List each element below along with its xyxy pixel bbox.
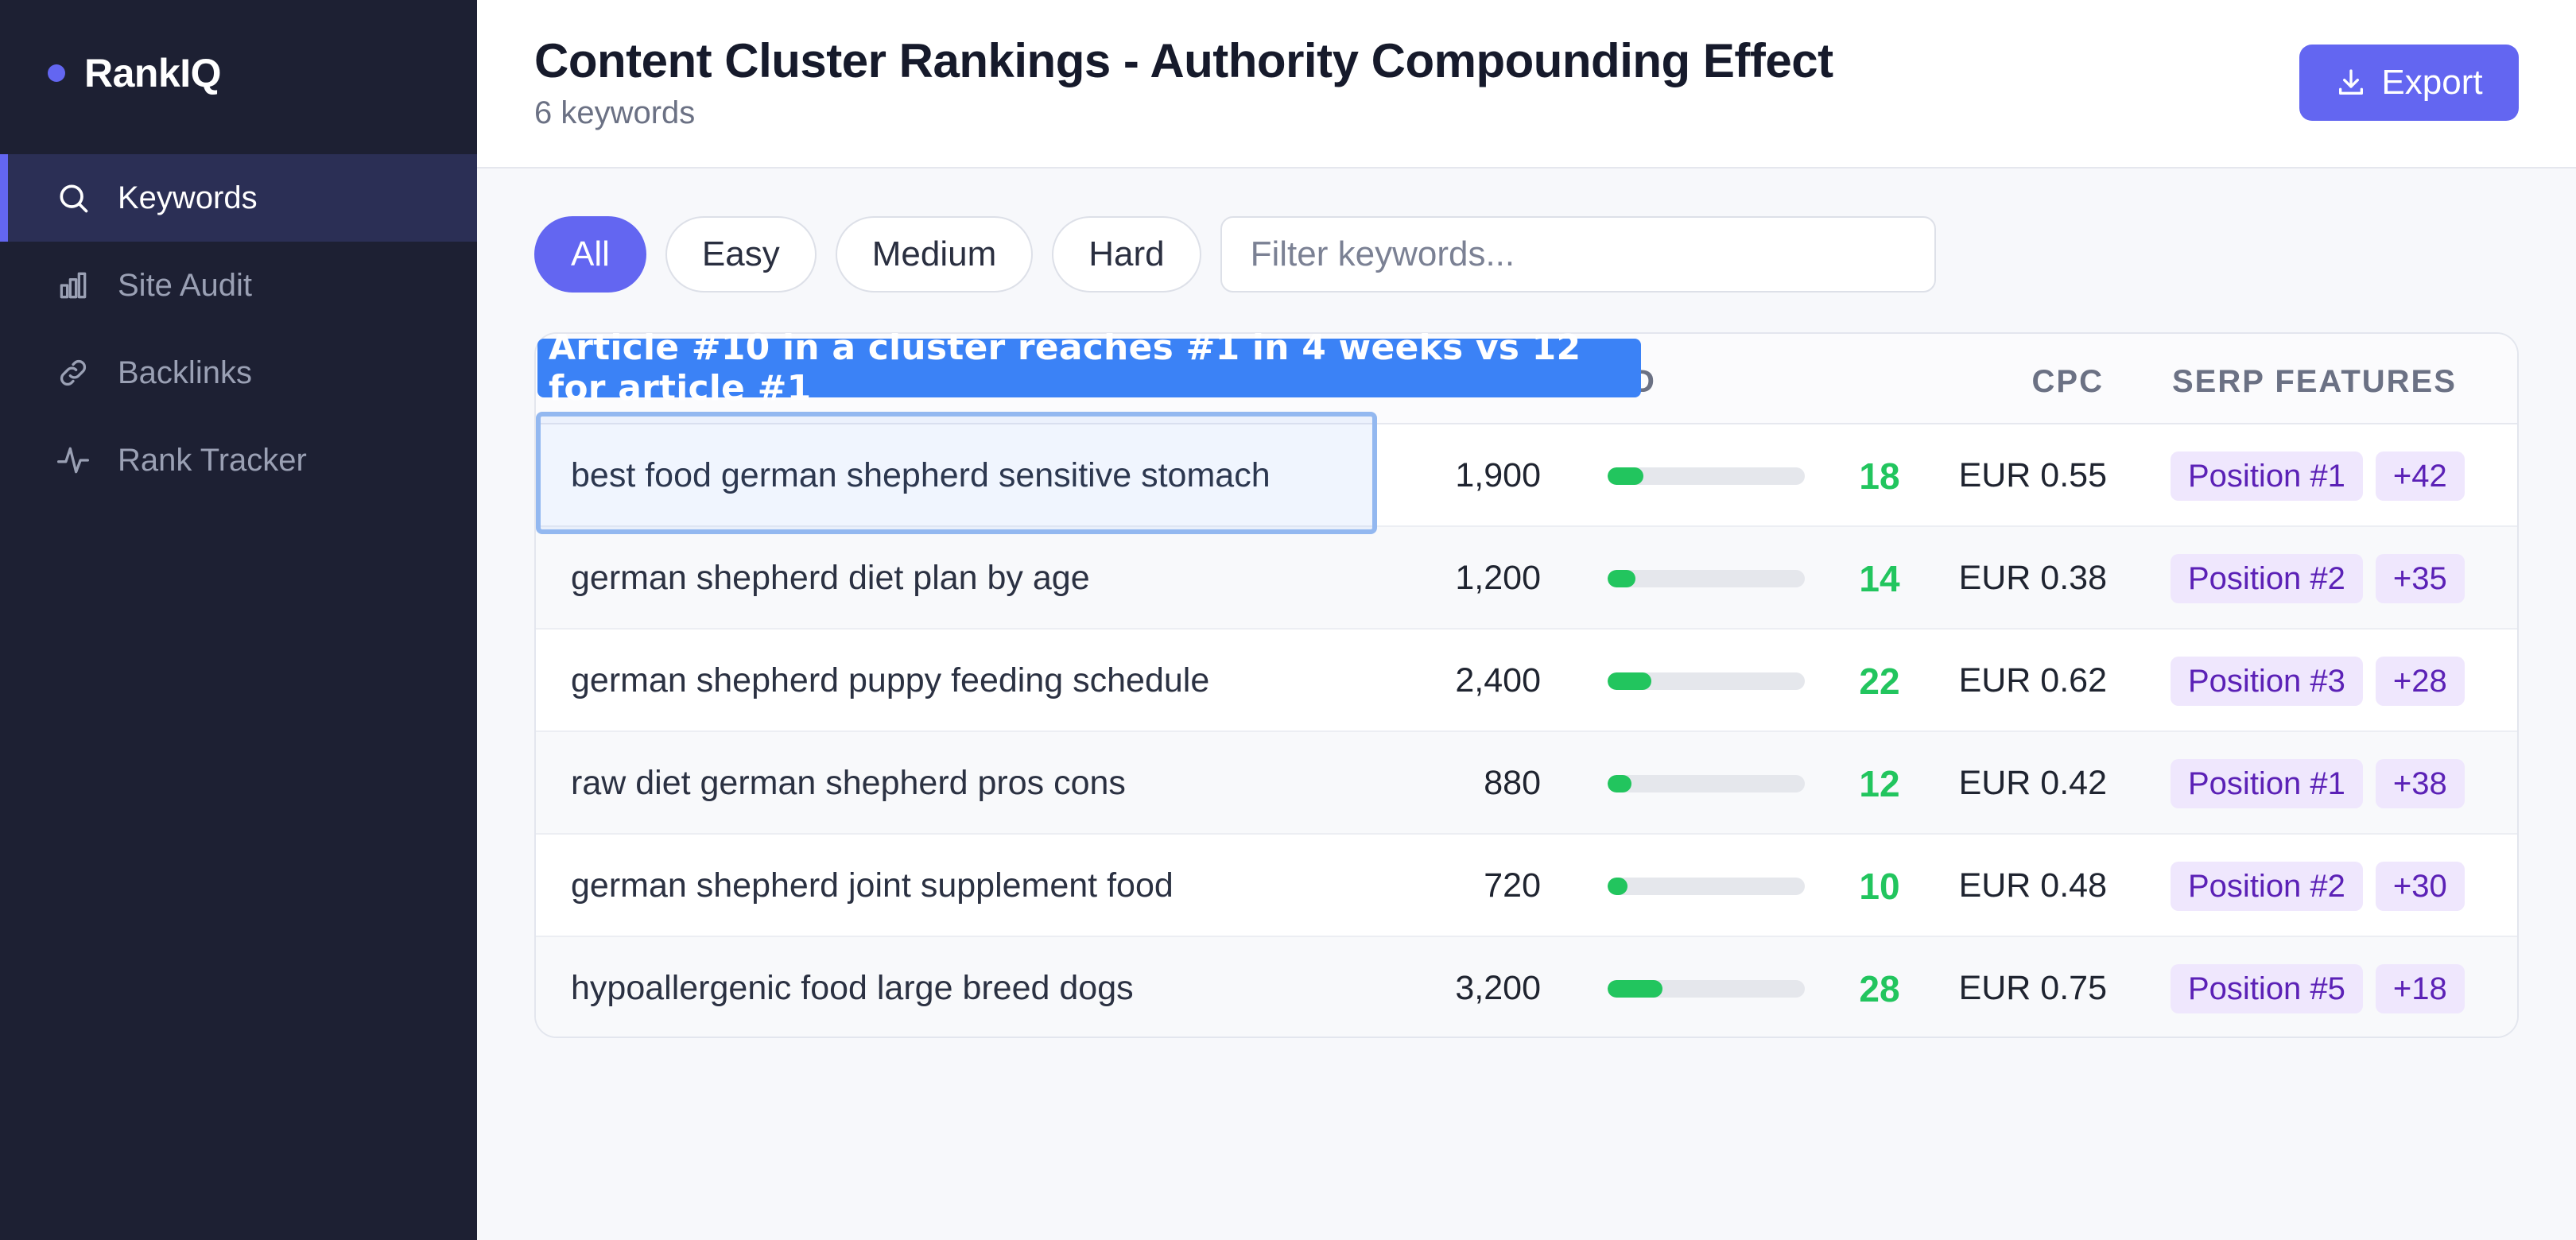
kd-bar: [1608, 467, 1805, 485]
position-badge: Position #2: [2171, 862, 2363, 911]
volume-cell: 1,900: [1455, 456, 1541, 494]
kd-bar: [1608, 775, 1805, 792]
sidebar-nav: Keywords Site Audit Backlinks Rank Track…: [0, 154, 477, 504]
sidebar: RankIQ Keywords Site Audit Backlinks Ran…: [0, 0, 477, 1240]
filter-keywords-input[interactable]: [1220, 216, 1936, 293]
table-row[interactable]: german shepherd diet plan by age 1,200 1…: [536, 527, 2517, 630]
keyword-cell[interactable]: german shepherd diet plan by age: [571, 559, 1090, 597]
filter-bar: All Easy Medium Hard: [534, 216, 1936, 293]
change-badge: +28: [2375, 657, 2465, 706]
serp-features: Position #2 +35: [2171, 554, 2465, 603]
cpc-cell: EUR 0.62: [1958, 661, 2107, 699]
kd-value: 18: [1859, 455, 1900, 497]
download-icon: [2335, 67, 2367, 99]
cpc-cell: EUR 0.75: [1958, 969, 2107, 1007]
export-label: Export: [2381, 63, 2483, 102]
kd-bar: [1608, 570, 1805, 587]
position-badge: Position #5: [2171, 964, 2363, 1013]
serp-features: Position #3 +28: [2171, 657, 2465, 706]
sidebar-item-site-audit[interactable]: Site Audit: [0, 242, 477, 329]
filter-chip-medium[interactable]: Medium: [835, 216, 1034, 293]
brand[interactable]: RankIQ: [48, 49, 222, 97]
position-badge: Position #1: [2171, 451, 2363, 501]
filter-chip-easy[interactable]: Easy: [665, 216, 817, 293]
column-header-cpc[interactable]: CPC: [2031, 364, 2104, 399]
sidebar-item-keywords[interactable]: Keywords: [0, 154, 477, 242]
keyword-cell[interactable]: german shepherd joint supplement food: [571, 866, 1174, 905]
serp-features: Position #1 +42: [2171, 451, 2465, 501]
sidebar-item-backlinks[interactable]: Backlinks: [0, 329, 477, 417]
kd-value: 10: [1859, 865, 1900, 907]
sidebar-item-rank-tracker[interactable]: Rank Tracker: [0, 417, 477, 504]
volume-cell: 720: [1484, 866, 1541, 905]
brand-name: RankIQ: [84, 51, 222, 95]
serp-features: Position #2 +30: [2171, 862, 2465, 911]
kd-bar-fill: [1608, 878, 1627, 895]
change-badge: +35: [2375, 554, 2465, 603]
kd-bar: [1608, 672, 1805, 690]
keyword-cell[interactable]: german shepherd puppy feeding schedule: [571, 661, 1210, 699]
keyword-cell[interactable]: raw diet german shepherd pros cons: [571, 764, 1126, 802]
position-badge: Position #3: [2171, 657, 2363, 706]
row-highlight: [536, 412, 1377, 534]
table-row[interactable]: raw diet german shepherd pros cons 880 1…: [536, 732, 2517, 835]
keyword-cell[interactable]: best food german shepherd sensitive stom…: [571, 456, 1271, 494]
keywords-table: D CPC SERP FEATURES best food german she…: [534, 332, 2519, 1038]
change-badge: +30: [2375, 862, 2465, 911]
sidebar-item-label: Keywords: [118, 180, 258, 215]
brand-dot-icon: [48, 64, 65, 82]
cpc-cell: EUR 0.42: [1958, 764, 2107, 802]
cpc-cell: EUR 0.55: [1958, 456, 2107, 494]
kd-value: 28: [1859, 967, 1900, 1009]
filter-chip-hard[interactable]: Hard: [1052, 216, 1201, 293]
volume-cell: 880: [1484, 764, 1541, 802]
kd-value: 12: [1859, 762, 1900, 804]
cpc-cell: EUR 0.38: [1958, 559, 2107, 597]
change-badge: +18: [2375, 964, 2465, 1013]
column-header-serp-features[interactable]: SERP FEATURES: [2172, 364, 2457, 399]
volume-cell: 3,200: [1455, 969, 1541, 1007]
position-badge: Position #1: [2171, 759, 2363, 808]
keyword-cell[interactable]: hypoallergenic food large breed dogs: [571, 969, 1134, 1007]
serp-features: Position #1 +38: [2171, 759, 2465, 808]
table-row[interactable]: german shepherd joint supplement food 72…: [536, 835, 2517, 937]
table-row[interactable]: german shepherd puppy feeding schedule 2…: [536, 630, 2517, 732]
kd-bar-fill: [1608, 980, 1663, 998]
sidebar-item-label: Rank Tracker: [118, 442, 307, 478]
annotation-callout: Article #10 in a cluster reaches #1 in 4…: [537, 327, 1641, 409]
page-header: Content Cluster Rankings - Authority Com…: [477, 0, 2576, 169]
table-row[interactable]: hypoallergenic food large breed dogs 3,2…: [536, 937, 2517, 1037]
change-badge: +42: [2375, 451, 2465, 501]
volume-cell: 2,400: [1455, 661, 1541, 699]
kd-bar-fill: [1608, 570, 1635, 587]
kd-bar-fill: [1608, 672, 1651, 690]
position-badge: Position #2: [2171, 554, 2363, 603]
kd-bar-fill: [1608, 775, 1631, 792]
kd-bar: [1608, 980, 1805, 998]
kd-bar: [1608, 878, 1805, 895]
serp-features: Position #5 +18: [2171, 964, 2465, 1013]
page-title: Content Cluster Rankings - Authority Com…: [534, 34, 1833, 87]
sidebar-item-label: Site Audit: [118, 267, 253, 303]
export-button[interactable]: Export: [2299, 45, 2519, 121]
change-badge: +38: [2375, 759, 2465, 808]
kd-value: 14: [1859, 557, 1900, 599]
search-icon: [56, 180, 91, 215]
sidebar-item-label: Backlinks: [118, 355, 252, 390]
link-icon: [56, 355, 91, 390]
filter-chip-all[interactable]: All: [534, 216, 646, 293]
cpc-cell: EUR 0.48: [1958, 866, 2107, 905]
keyword-count: 6 keywords: [534, 95, 696, 130]
kd-value: 22: [1859, 660, 1900, 702]
table-row[interactable]: best food german shepherd sensitive stom…: [536, 424, 2517, 527]
activity-icon: [56, 443, 91, 478]
bar-chart-icon: [56, 268, 91, 303]
volume-cell: 1,200: [1455, 559, 1541, 597]
kd-bar-fill: [1608, 467, 1643, 485]
